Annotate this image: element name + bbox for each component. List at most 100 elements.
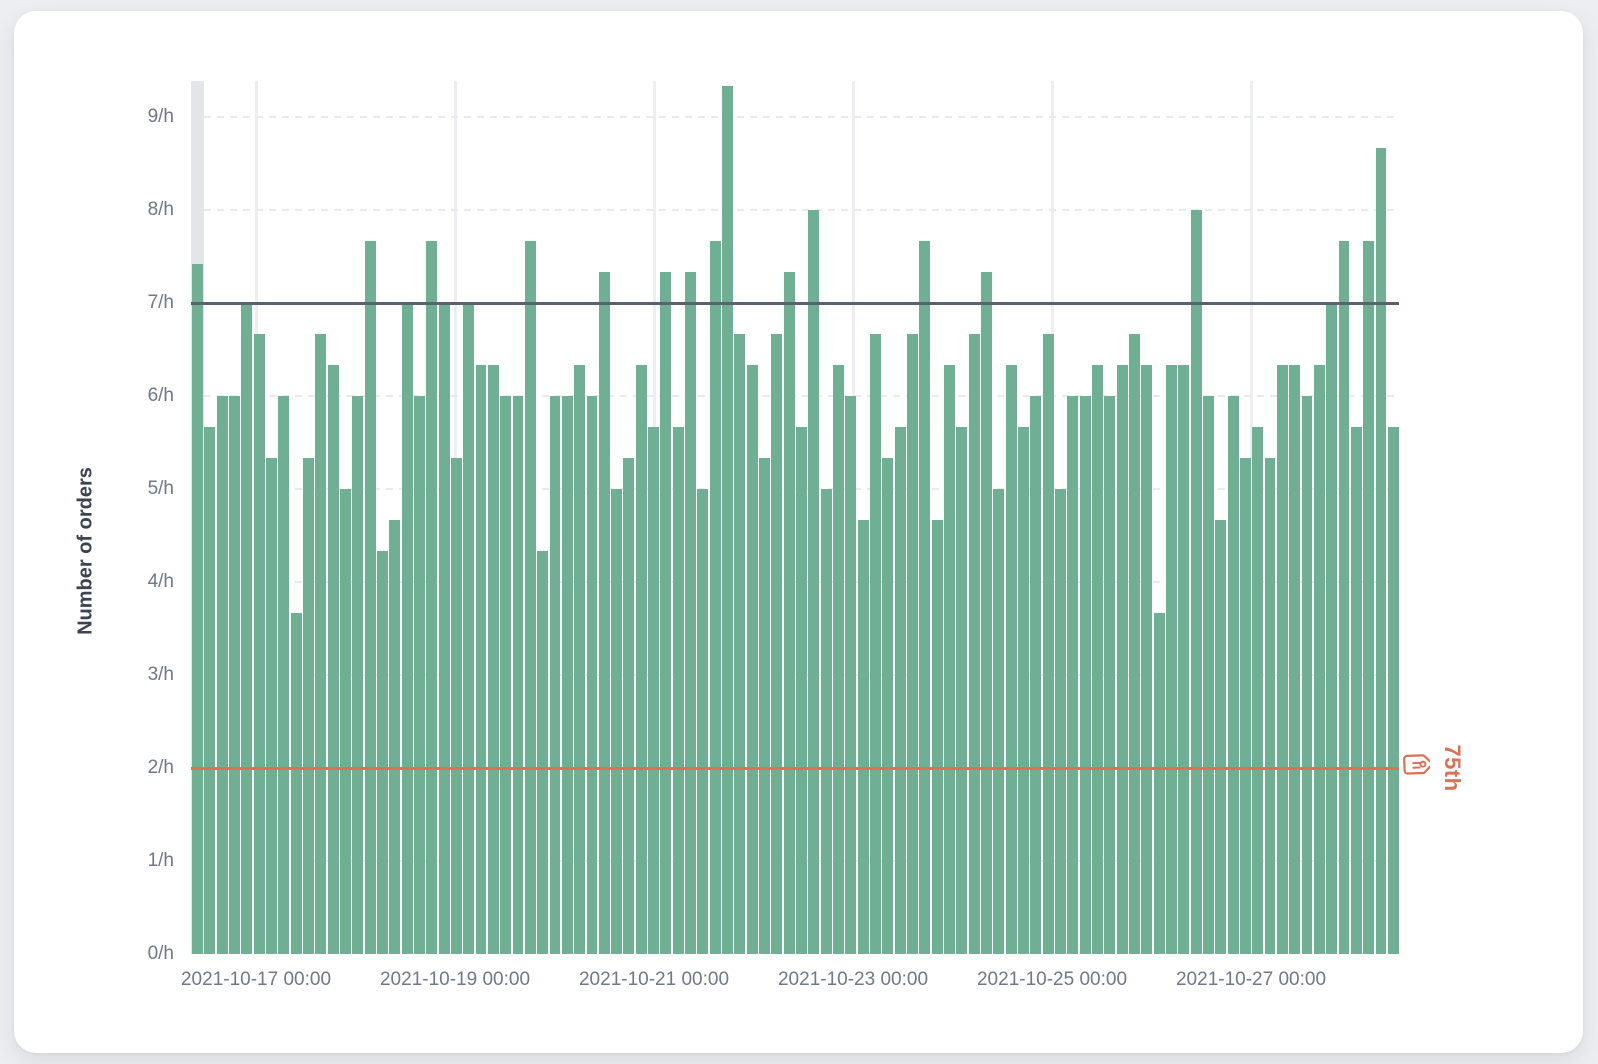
bar bbox=[1202, 396, 1214, 954]
x-tick-label: 2021-10-21 00:00 bbox=[578, 969, 730, 990]
bar bbox=[450, 458, 462, 954]
bar bbox=[1350, 426, 1362, 954]
bar bbox=[1141, 365, 1153, 954]
bar bbox=[524, 240, 536, 954]
bar bbox=[1313, 365, 1325, 954]
bar bbox=[685, 272, 697, 954]
bar bbox=[487, 365, 499, 954]
bar bbox=[413, 396, 425, 954]
y-tick-label: 9/h bbox=[147, 106, 174, 127]
bar bbox=[1227, 396, 1239, 954]
h-gridline bbox=[191, 860, 1399, 862]
bar bbox=[1005, 365, 1017, 954]
bar bbox=[1116, 365, 1128, 954]
bar bbox=[672, 426, 684, 954]
bars-container bbox=[192, 81, 1399, 954]
y-tick-label: 7/h bbox=[147, 292, 174, 313]
bar bbox=[820, 489, 832, 954]
bar bbox=[401, 303, 413, 954]
x-axis: 2021-10-17 00:00 2021-10-19 00:00 2021-10-… bbox=[181, 969, 1399, 999]
bar bbox=[1165, 365, 1177, 954]
bar bbox=[241, 303, 253, 954]
bar bbox=[944, 365, 955, 954]
bar bbox=[1042, 333, 1054, 954]
bar bbox=[697, 489, 709, 954]
bar bbox=[290, 612, 302, 954]
bar bbox=[857, 519, 869, 954]
bar bbox=[1128, 333, 1140, 954]
bar bbox=[660, 272, 672, 954]
bar bbox=[931, 519, 943, 954]
bar bbox=[216, 396, 228, 954]
x-tick-label: 2021-10-25 00:00 bbox=[976, 969, 1128, 990]
bar bbox=[1363, 240, 1375, 954]
bar bbox=[561, 396, 573, 954]
bar bbox=[1091, 365, 1103, 954]
bar bbox=[598, 272, 610, 954]
y-tick-label: 6/h bbox=[147, 385, 174, 406]
x-tick-label: 2021-10-23 00:00 bbox=[777, 969, 929, 990]
bar bbox=[722, 86, 734, 954]
bar bbox=[339, 489, 351, 954]
bar bbox=[709, 240, 721, 954]
y-tick-label: 4/h bbox=[147, 571, 174, 592]
bar bbox=[438, 303, 450, 954]
bar bbox=[586, 396, 598, 954]
bar bbox=[192, 263, 203, 954]
bar bbox=[1079, 396, 1091, 954]
h-gridline bbox=[191, 581, 1399, 583]
y-tick-label: 5/h bbox=[147, 478, 174, 499]
bar bbox=[919, 240, 931, 954]
bar bbox=[783, 272, 795, 954]
bar bbox=[1338, 240, 1350, 954]
bar bbox=[1153, 612, 1165, 954]
h-gridline bbox=[191, 395, 1399, 397]
bar bbox=[426, 240, 438, 954]
bar bbox=[870, 333, 881, 954]
bar bbox=[253, 333, 265, 954]
bar bbox=[1252, 426, 1264, 954]
percentile-reference-line bbox=[191, 767, 1399, 770]
bar bbox=[204, 426, 216, 954]
tag-icon bbox=[1400, 749, 1433, 784]
y-tick-label: 8/h bbox=[147, 199, 174, 220]
bar bbox=[833, 365, 844, 954]
bar bbox=[278, 396, 290, 954]
chart-card: Number of orders 0/h 1/h 2/h 3/h 4/h 5/h 6/h 7/… bbox=[14, 11, 1583, 1053]
bar bbox=[1054, 489, 1066, 954]
bar bbox=[1239, 458, 1251, 954]
plot-area: 75th bbox=[191, 81, 1465, 954]
y-tick-label: 1/h bbox=[147, 850, 174, 871]
bar bbox=[808, 210, 820, 954]
bar bbox=[1276, 365, 1288, 954]
bar bbox=[1326, 303, 1338, 954]
bar bbox=[648, 426, 660, 954]
y-tick-label: 3/h bbox=[147, 664, 174, 685]
x-tick-label: 2021-10-17 00:00 bbox=[180, 969, 332, 990]
v-gridline bbox=[1249, 81, 1253, 954]
bar bbox=[796, 426, 808, 954]
bar bbox=[611, 489, 623, 954]
bar bbox=[512, 396, 524, 954]
bar bbox=[1104, 396, 1116, 954]
upper-reference-line bbox=[191, 301, 1399, 305]
bar bbox=[574, 365, 586, 954]
bar bbox=[364, 240, 376, 954]
bar bbox=[463, 303, 475, 954]
bar bbox=[894, 426, 906, 954]
y-tick-label: 0/h bbox=[147, 943, 174, 964]
h-gridline bbox=[191, 488, 1399, 490]
y-tick-label: 2/h bbox=[147, 757, 174, 778]
bar bbox=[1017, 426, 1029, 954]
x-tick-label: 2021-10-19 00:00 bbox=[379, 969, 531, 990]
x-tick-label: 2021-10-27 00:00 bbox=[1175, 969, 1327, 990]
bar bbox=[882, 458, 894, 954]
bar bbox=[376, 551, 388, 954]
bar bbox=[537, 551, 549, 954]
bar bbox=[549, 396, 561, 954]
bar bbox=[265, 458, 277, 954]
bar bbox=[327, 365, 339, 954]
bar bbox=[635, 365, 647, 954]
bar bbox=[907, 333, 918, 954]
bar bbox=[1030, 396, 1042, 954]
